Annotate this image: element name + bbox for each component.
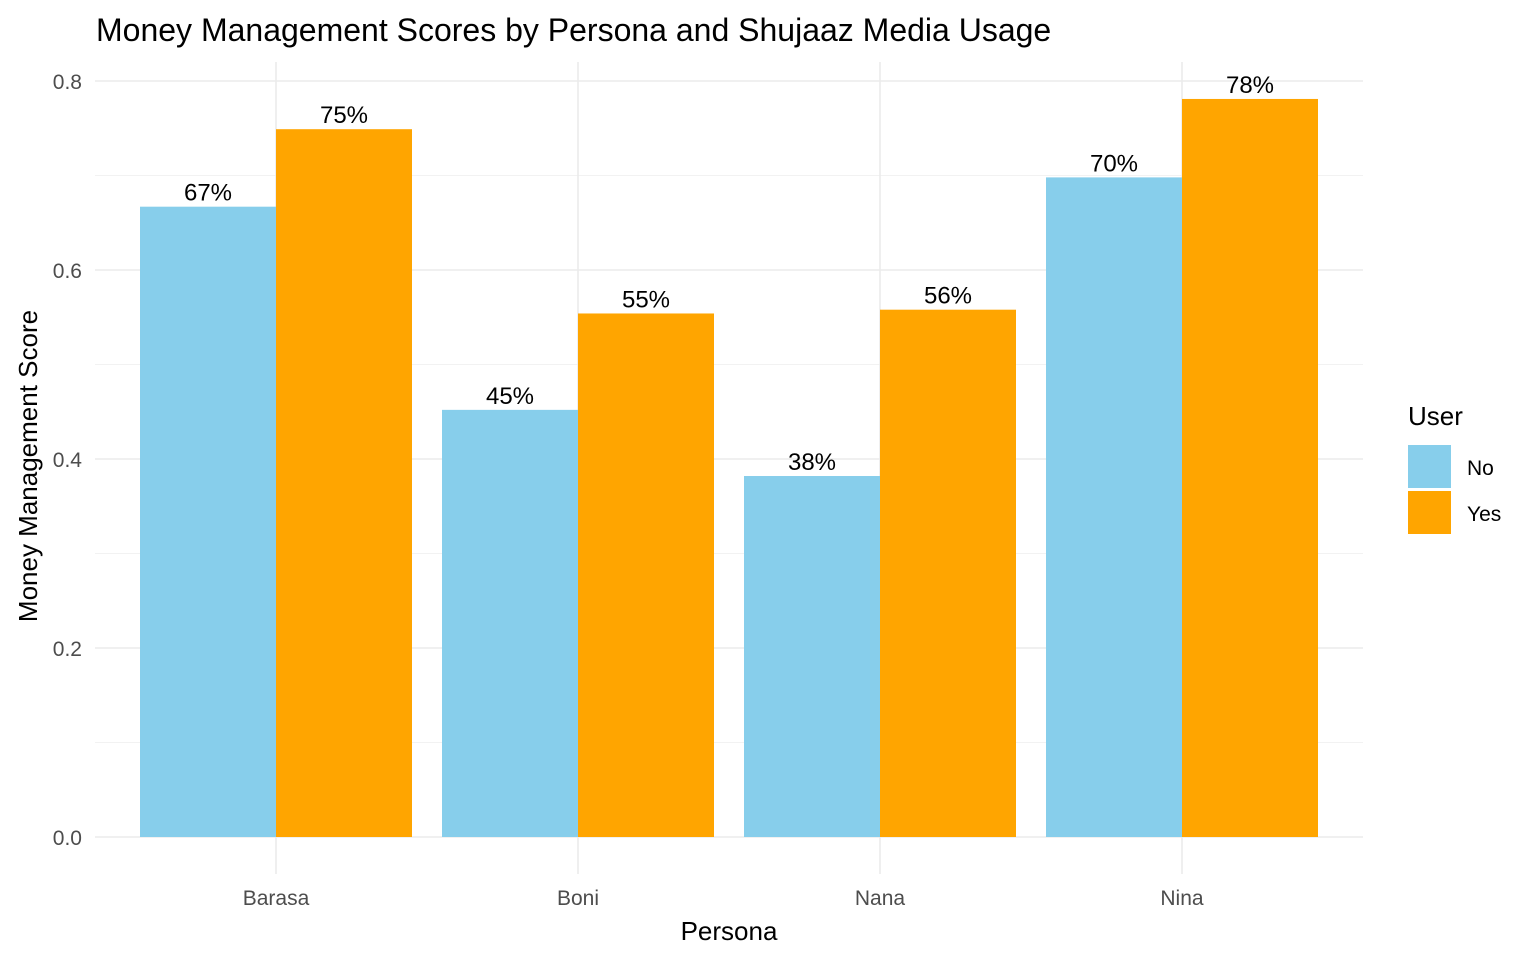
data-label: 78% <box>1226 72 1274 99</box>
bar-no-nana <box>744 476 880 837</box>
data-label: 75% <box>320 102 368 129</box>
data-label: 56% <box>924 283 972 310</box>
chart-title: Money Management Scores by Persona and S… <box>96 12 1051 48</box>
legend-key-yes <box>1408 491 1451 534</box>
x-axis-title: Persona <box>681 916 778 946</box>
y-axis-title: Money Management Score <box>13 310 43 622</box>
bar-no-barasa <box>140 206 276 837</box>
legend-key-no <box>1408 445 1451 488</box>
bar-yes-boni <box>578 313 714 838</box>
bar-no-boni <box>442 409 578 837</box>
bar-no-nina <box>1046 177 1182 837</box>
data-label: 55% <box>622 286 670 313</box>
bar-yes-nana <box>880 309 1016 837</box>
x-tick-label: Nina <box>1160 887 1204 910</box>
y-tick-label: 0.0 <box>53 827 82 850</box>
x-tick-label: Boni <box>557 887 599 910</box>
data-label: 38% <box>788 449 836 476</box>
data-label: 67% <box>184 180 232 207</box>
legend-title: User <box>1408 401 1463 431</box>
bar-yes-nina <box>1182 98 1318 837</box>
x-axis-ticks: Barasa Boni Nana Nina <box>243 887 1204 910</box>
legend-label: No <box>1467 457 1494 480</box>
bar-yes-barasa <box>276 129 412 837</box>
legend: User No Yes <box>1408 401 1501 534</box>
y-axis-ticks: 0.0 0.2 0.4 0.6 0.8 <box>53 71 83 850</box>
data-label: 45% <box>486 383 534 410</box>
y-tick-label: 0.6 <box>53 260 82 283</box>
x-tick-label: Nana <box>855 887 906 910</box>
x-tick-label: Barasa <box>243 887 310 910</box>
y-tick-label: 0.4 <box>53 449 83 472</box>
data-label: 70% <box>1090 150 1138 177</box>
legend-label: Yes <box>1467 503 1501 526</box>
bars: 67% 75% 45% 55% 38% 56% 70% 78% <box>140 72 1318 838</box>
y-tick-label: 0.8 <box>53 71 82 94</box>
y-tick-label: 0.2 <box>53 638 82 661</box>
